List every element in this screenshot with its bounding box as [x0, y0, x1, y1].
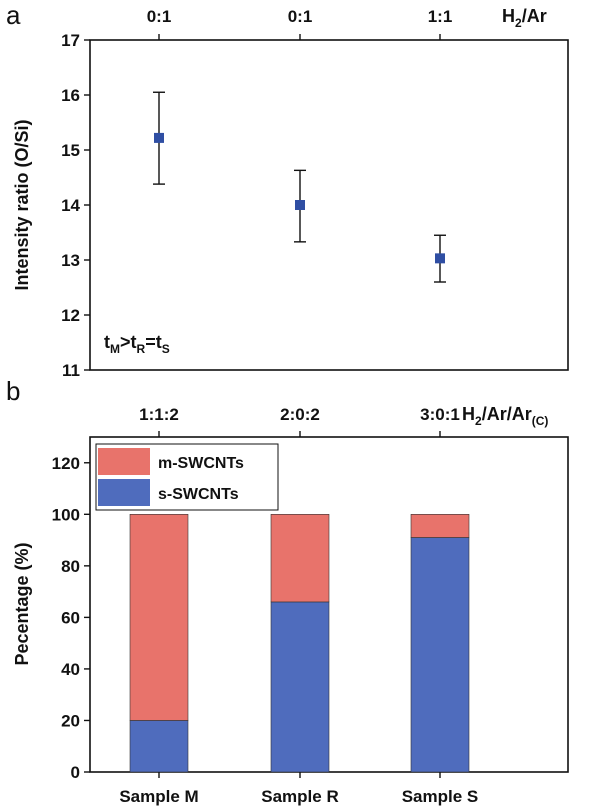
a-annotation: tM>tR=tS	[104, 332, 170, 356]
a-y-tick-label: 14	[61, 196, 80, 215]
data-point	[435, 253, 445, 264]
data-point	[154, 132, 164, 143]
a-top-tick-label: 0:1	[288, 7, 313, 26]
bar-m-SWCNTs	[410, 514, 470, 538]
a-top-axis-title: H2/Ar	[502, 6, 547, 30]
panel-label-a: a	[6, 0, 21, 30]
b-y-tick-label: 40	[61, 660, 80, 679]
b-top-tick-label: 2:0:2	[280, 405, 320, 424]
b-top-tick-label: 1:1:2	[139, 405, 179, 424]
a-top-axis: 0:1 0:1 1:1	[147, 7, 453, 40]
a-y-tick-label: 15	[61, 141, 80, 160]
b-y-tick-label: 0	[71, 763, 80, 782]
b-x-tick-label: Sample R	[261, 787, 338, 806]
b-y-axis-title: Pecentage (%)	[12, 542, 32, 665]
a-y-axis-title: Intensity ratio (O/Si)	[12, 119, 32, 290]
bar-m-SWCNTs	[129, 514, 189, 721]
b-bars	[129, 514, 470, 773]
legend: m-SWCNTs s-SWCNTs	[95, 443, 279, 511]
a-y-tick-label: 12	[61, 306, 80, 325]
a-top-tick-label: 0:1	[147, 7, 172, 26]
a-y-tick-label: 13	[61, 251, 80, 270]
b-x-tick-label: Sample S	[402, 787, 479, 806]
b-top-axis-title: H2/Ar/Ar(C)	[462, 404, 548, 428]
bar-s-SWCNTs	[410, 537, 470, 773]
b-top-axis: 1:1:2 2:0:2 3:0:1	[139, 405, 460, 437]
bar-m-SWCNTs	[270, 514, 330, 603]
legend-label: m-SWCNTs	[158, 455, 244, 472]
b-top-tick-label: 3:0:1	[420, 405, 460, 424]
b-y-tick-label: 60	[61, 608, 80, 627]
legend-label: s-SWCNTs	[158, 486, 239, 503]
panel-label-b: b	[6, 376, 20, 406]
a-y-tick-label: 11	[62, 361, 80, 380]
b-x-tick-label: Sample M	[119, 787, 198, 806]
a-top-tick-label: 1:1	[428, 7, 453, 26]
b-y-axis: 0 20 40 60 80 100 120	[52, 454, 90, 782]
b-y-tick-label: 20	[61, 711, 80, 730]
b-x-axis: Sample M Sample R Sample S	[119, 772, 478, 806]
a-data-points	[153, 91, 446, 283]
a-y-axis: 11 12 13 14 15 16 17	[61, 31, 90, 380]
a-y-tick-label: 16	[61, 86, 80, 105]
a-y-tick-label: 17	[61, 31, 80, 50]
b-y-tick-label: 120	[52, 454, 80, 473]
bar-s-SWCNTs	[270, 601, 330, 773]
bar-s-SWCNTs	[129, 720, 189, 773]
b-y-tick-label: 80	[61, 557, 80, 576]
legend-swatch	[98, 448, 150, 475]
legend-swatch	[98, 479, 150, 506]
b-y-tick-label: 100	[52, 505, 80, 524]
plot-frame-a	[89, 39, 569, 371]
data-point	[295, 200, 305, 210]
